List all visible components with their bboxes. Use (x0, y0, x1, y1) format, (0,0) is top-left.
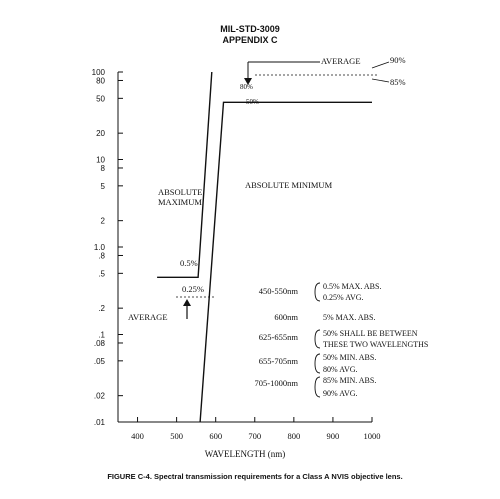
req-range: 655-705nm (259, 356, 299, 366)
label-50: 50% (246, 98, 259, 106)
req-brace (314, 353, 321, 374)
y-tick-label: .1 (98, 331, 105, 340)
req-text: 0.5% MAX. ABS. (323, 282, 381, 291)
y-tick-label: 50 (96, 94, 105, 103)
req-text: 0.25% AVG. (323, 293, 364, 302)
x-tick-label: 800 (287, 431, 300, 441)
top-arrow-head (244, 78, 252, 85)
y-tick-label: .8 (98, 251, 105, 260)
label-max-05: 0.5% (180, 258, 198, 268)
req-brace (314, 376, 321, 398)
y-tick-label: .2 (98, 304, 105, 313)
header-line-2: APPENDIX C (222, 35, 278, 45)
transmission-curves (157, 71, 372, 423)
avg-arrow-head (183, 299, 191, 306)
label-80: 80% (240, 83, 253, 91)
y-tick-label: 100 (92, 68, 106, 77)
req-text: THESE TWO WAVELENGTHS (323, 340, 428, 349)
label-absolute-maximum-2: MAXIMUM (158, 197, 202, 207)
label-90: 90% (390, 55, 406, 65)
req-range: 600nm (274, 312, 298, 322)
req-text: 50% SHALL BE BETWEEN (323, 329, 418, 338)
x-tick-label: 1000 (364, 431, 381, 441)
y-tick-label: 2 (101, 217, 106, 226)
req-text: 85% MIN. ABS. (323, 376, 376, 385)
header-line-1: MIL-STD-3009 (220, 24, 280, 34)
x-tick-label: 700 (248, 431, 261, 441)
req-brace (314, 282, 321, 302)
req-range: 625-655nm (259, 332, 299, 342)
label-average-top: AVERAGE (321, 56, 361, 66)
y-tick-label: 10 (96, 156, 105, 165)
req-text: 50% MIN. ABS. (323, 353, 376, 362)
x-tick-label: 900 (327, 431, 340, 441)
x-axis-label: WAVELENGTH (nm) (205, 449, 286, 459)
label-average-left: AVERAGE (128, 312, 168, 322)
req-text: 5% MAX. ABS. (323, 313, 375, 322)
req-brace (314, 329, 321, 349)
y-tick-label: 1.0 (94, 243, 106, 252)
series-line-2 (199, 101, 372, 423)
req-text: 90% AVG. (323, 389, 358, 398)
y-tick-label: .05 (94, 357, 106, 366)
x-tick-label: 500 (170, 431, 183, 441)
y-tick-label: 8 (101, 164, 106, 173)
y-tick-label: .02 (94, 392, 106, 401)
y-tick-label: .08 (94, 339, 106, 348)
label-85: 85% (390, 77, 406, 87)
leader-85 (371, 78, 390, 83)
req-range: 705-1000nm (255, 378, 299, 388)
x-axis-ticks: 400 500 600 700 800 900 1000 (131, 417, 381, 441)
y-tick-label: .5 (98, 269, 105, 278)
x-tick-label: 600 (209, 431, 222, 441)
req-range: 450-550nm (259, 286, 299, 296)
y-tick-label: 80 (96, 76, 105, 85)
y-tick-label: 5 (101, 182, 106, 191)
leader-90 (371, 61, 390, 69)
label-avg-025: 0.25% (182, 284, 204, 294)
label-absolute-maximum-1: ABSOLUTE (158, 187, 202, 197)
label-absolute-minimum: ABSOLUTE MINIMUM (245, 180, 333, 190)
x-tick-label: 400 (131, 431, 144, 441)
series-line-1 (157, 71, 213, 278)
figure-caption: FIGURE C-4. Spectral transmission requir… (107, 472, 403, 481)
y-tick-label: .01 (94, 418, 106, 427)
requirements-table: 450-550nm 0.5% MAX. ABS. 0.25% AVG. 600nm 5%… (255, 282, 429, 398)
y-tick-label: 20 (96, 129, 105, 138)
req-text: 80% AVG. (323, 365, 358, 374)
